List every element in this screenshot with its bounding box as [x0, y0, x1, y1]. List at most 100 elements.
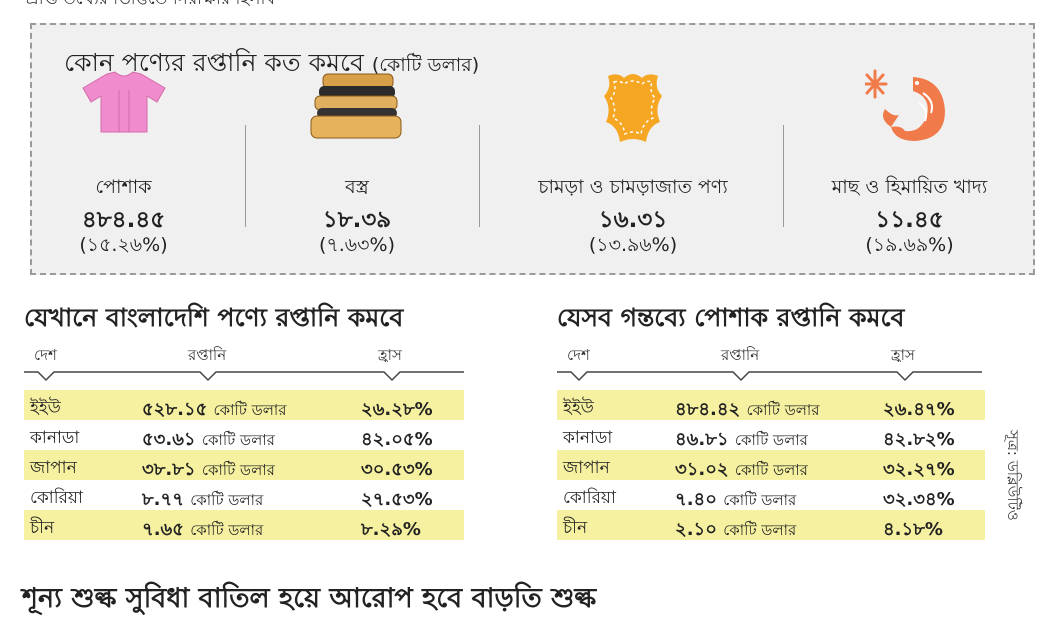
row-percent: ২৬.৪৭%	[883, 399, 955, 420]
table-rows: ইইউ ৪৮৪.৪২ কোটি ডলার ২৬.৪৭% কানাডা ৪৬.৮১…	[557, 390, 985, 540]
table-header: দেশ রপ্তানি হ্রাস	[557, 344, 1002, 384]
product-name: চামড়া ও চামড়াজাত পণ্য	[538, 176, 728, 198]
header-rule	[557, 371, 982, 382]
table-row: জাপান ৩৮.৮১ কোটি ডলার ৩০.৫৩%	[24, 450, 464, 480]
row-country: চীন	[563, 518, 588, 538]
row-value-number: ৪৮৪.৪২	[675, 399, 741, 420]
row-percent: ৪২.৮২%	[883, 429, 955, 450]
product-value: ১৮.৩৯	[322, 207, 392, 233]
product-name: বস্ত্র	[345, 176, 369, 198]
row-country: কোরিয়া	[563, 488, 616, 508]
header-export: রপ্তানি	[188, 346, 227, 364]
right-table-section: যেসব গন্তব্যে পোশাক রপ্তানি কমবে দেশ রপ্…	[557, 298, 1002, 540]
row-country: জাপান	[30, 458, 77, 478]
row-unit: কোটি ডলার	[201, 461, 275, 479]
left-table-section: যেখানে বাংলাদেশি পণ্যে রপ্তানি কমবে দেশ …	[24, 298, 469, 540]
row-value: ৪৬.৮১ কোটি ডলার	[675, 425, 808, 456]
row-value: ৮.৭৭ কোটি ডলার	[142, 485, 263, 516]
divider	[245, 125, 246, 227]
row-unit: কোটি ডলার	[734, 461, 808, 479]
row-unit: কোটি ডলার	[201, 431, 275, 449]
row-country: চীন	[30, 518, 55, 538]
row-percent: ২৬.২৮%	[361, 399, 433, 420]
product-garments: পোশাক ৪৮৪.৪৫ (১৫.২৬%)	[32, 25, 215, 275]
header-decline: হ্রাস	[378, 346, 402, 364]
table-header: দেশ রপ্তানি হ্রাস	[24, 344, 469, 384]
row-country: কানাডা	[563, 428, 613, 448]
table-row: জাপান ৩১.০২ কোটি ডলার ৩২.২৭%	[557, 450, 985, 480]
shirt-icon	[79, 70, 169, 138]
row-unit: কোটি ডলার	[723, 491, 797, 509]
row-country: ইইউ	[30, 398, 61, 418]
header-country: দেশ	[567, 346, 590, 364]
product-textiles: বস্ত্র ১৮.৩৯ (৭.৬৩%)	[277, 25, 437, 275]
row-country: জাপান	[563, 458, 610, 478]
row-unit: কোটি ডলার	[190, 491, 264, 509]
row-value-number: ২.১০	[675, 519, 717, 540]
row-unit: কোটি ডলার	[734, 431, 808, 449]
row-value-number: ৮.৭৭	[142, 489, 184, 510]
leather-icon	[598, 70, 668, 150]
header-country: দেশ	[34, 346, 57, 364]
row-percent: ৩২.২৭%	[883, 459, 955, 480]
product-fish: মাছ ও হিমায়িত খাদ্য ১১.৪৫ (১৯.৬৯%)	[802, 25, 1017, 275]
table-row: চীন ২.১০ কোটি ডলার ৪.১৮%	[557, 510, 985, 540]
table-row: কোরিয়া ৭.৪০ কোটি ডলার ৩২.৩৪%	[557, 480, 985, 510]
table-row: কানাডা ৪৬.৮১ কোটি ডলার ৪২.৮২%	[557, 420, 985, 450]
row-unit: কোটি ডলার	[723, 521, 797, 539]
row-percent: ৪২.০৫%	[361, 429, 433, 450]
top-cut-text: প্রাপ্ত তথ্যের ভিত্তিতে নিরীক্ষার হিসাব	[26, 0, 275, 14]
product-percent: (৭.৬৩%)	[319, 234, 395, 256]
row-value: ৪৮৪.৪২ কোটি ডলার	[675, 395, 820, 426]
row-value: ৩১.০২ কোটি ডলার	[675, 455, 808, 486]
row-value-number: ৭.৬৫	[142, 519, 184, 540]
row-value: ২.১০ কোটি ডলার	[675, 515, 796, 546]
panel-title-unit: (কোটি ডলার)	[371, 54, 480, 76]
row-value-number: ৫২৮.১৫	[142, 399, 208, 420]
shrimp-icon	[862, 69, 955, 151]
row-value-number: ৪৬.৮১	[675, 429, 729, 450]
row-value: ৩৮.৮১ কোটি ডলার	[142, 455, 275, 486]
divider	[479, 125, 480, 227]
row-percent: ২৭.৫৩%	[361, 489, 433, 510]
fabric-icon	[309, 70, 405, 146]
row-value: ৭.৬৫ কোটি ডলার	[142, 515, 263, 546]
row-percent: ৩২.৩৪%	[883, 489, 955, 510]
table-rows: ইইউ ৫২৮.১৫ কোটি ডলার ২৬.২৮% কানাডা ৫৩.৬১…	[24, 390, 464, 540]
right-table-title: যেসব গন্তব্যে পোশাক রপ্তানি কমবে	[557, 303, 905, 332]
bottom-cut-headline: শূন্য শুল্ক সুবিধা বাতিল হয়ে আরোপ হবে ব…	[22, 583, 597, 614]
row-value-number: ৩১.০২	[675, 459, 729, 480]
row-value-number: ৩৮.৮১	[142, 459, 196, 480]
product-value: ১১.৪৫	[875, 207, 944, 233]
product-value: ১৬.৩১	[598, 207, 668, 233]
row-value-number: ৫৩.৬১	[142, 429, 196, 450]
row-unit: কোটি ডলার	[213, 401, 287, 419]
table-row: কানাডা ৫৩.৬১ কোটি ডলার ৪২.০৫%	[24, 420, 464, 450]
row-percent: ৪.১৮%	[883, 519, 943, 540]
table-row: চীন ৭.৬৫ কোটি ডলার ৮.২৯%	[24, 510, 464, 540]
source-credit: সূত্র: ডব্লিউটিও	[1004, 430, 1022, 521]
header-rule	[24, 371, 464, 382]
row-value: ৫৩.৬১ কোটি ডলার	[142, 425, 275, 456]
product-value: ৪৮৪.৪৫	[81, 207, 166, 233]
row-country: কানাডা	[30, 428, 80, 448]
product-percent: (১৯.৬৯%)	[865, 234, 954, 256]
product-name: পোশাক	[95, 176, 152, 198]
product-percent: (১৫.২৬%)	[79, 234, 168, 256]
product-name: মাছ ও হিমায়িত খাদ্য	[831, 176, 988, 198]
product-export-panel: কোন পণ্যের রপ্তানি কত কমবে (কোটি ডলার) প…	[30, 23, 1035, 275]
row-country: ইইউ	[563, 398, 594, 418]
row-percent: ৮.২৯%	[361, 519, 421, 540]
left-table-title: যেখানে বাংলাদেশি পণ্যে রপ্তানি কমবে	[24, 303, 404, 332]
row-percent: ৩০.৫৩%	[361, 459, 433, 480]
divider	[783, 125, 784, 227]
product-percent: (১৩.৯৬%)	[588, 234, 678, 256]
header-decline: হ্রাস	[891, 346, 915, 364]
table-row: কোরিয়া ৮.৭৭ কোটি ডলার ২৭.৫৩%	[24, 480, 464, 510]
row-value: ৫২৮.১৫ কোটি ডলার	[142, 395, 287, 426]
row-value-number: ৭.৪০	[675, 489, 717, 510]
row-unit: কোটি ডলার	[746, 401, 820, 419]
table-row: ইইউ ৪৮৪.৪২ কোটি ডলার ২৬.৪৭%	[557, 390, 985, 420]
table-row: ইইউ ৫২৮.১৫ কোটি ডলার ২৬.২৮%	[24, 390, 464, 420]
row-unit: কোটি ডলার	[190, 521, 264, 539]
